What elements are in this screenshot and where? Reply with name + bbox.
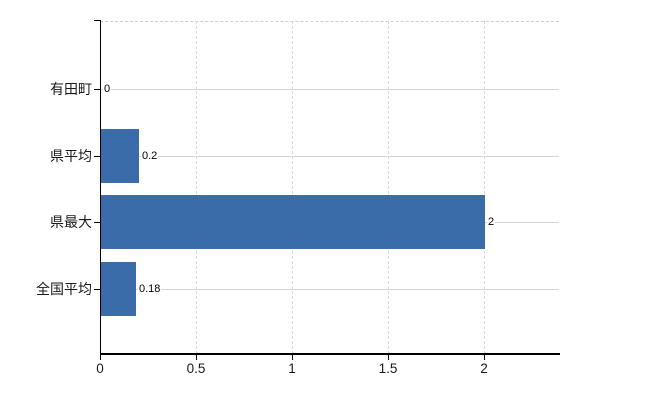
y-axis-line — [100, 20, 101, 354]
category-label: 有田町 — [50, 81, 92, 97]
category-label: 県平均 — [50, 147, 92, 164]
bar-value-label: 0.2 — [141, 149, 159, 162]
y-axis-top-tick — [94, 20, 100, 21]
vertical-gridline — [484, 21, 485, 354]
y-axis-tick — [94, 89, 100, 90]
bar-value-label: 0.18 — [138, 282, 162, 295]
x-axis-tick — [292, 354, 293, 360]
x-axis-tick — [388, 354, 389, 360]
plot-top-border — [100, 21, 559, 22]
x-axis-tick — [100, 354, 101, 360]
horizontal-gridline — [101, 89, 559, 90]
bar — [101, 261, 136, 316]
vertical-gridline — [388, 21, 389, 354]
vertical-gridline — [292, 21, 293, 354]
x-axis-tick — [196, 354, 197, 360]
bar — [101, 195, 485, 249]
x-axis-line — [100, 353, 560, 355]
x-axis-tick — [484, 354, 485, 360]
y-axis-tick — [94, 222, 100, 223]
category-label: 全国平均 — [36, 280, 92, 297]
x-axis-tick-label: 2 — [480, 361, 488, 376]
x-axis-tick-label: 0.5 — [186, 361, 206, 376]
bar — [101, 128, 139, 183]
x-axis-tick-label: 0 — [96, 361, 104, 376]
y-axis-tick — [94, 155, 100, 157]
x-axis-tick-label: 1 — [288, 361, 296, 376]
category-label: 県最大 — [50, 214, 92, 230]
y-axis-tick — [94, 288, 100, 290]
bar-value-label: 0 — [103, 83, 112, 95]
horizontal-gridline — [101, 288, 559, 290]
bar-value-label: 2 — [487, 216, 496, 228]
x-axis-tick-label: 1.5 — [378, 361, 398, 376]
horizontal-gridline — [101, 155, 559, 157]
vertical-gridline — [196, 21, 197, 354]
